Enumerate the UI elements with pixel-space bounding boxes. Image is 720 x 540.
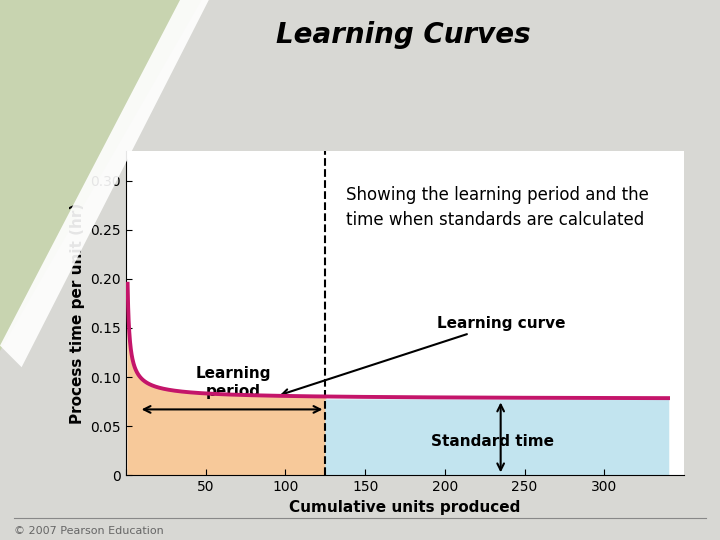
- Text: Standard time: Standard time: [431, 434, 554, 449]
- Text: Learning Curves: Learning Curves: [276, 21, 531, 49]
- Text: Learning curve: Learning curve: [282, 315, 565, 395]
- Text: Learning
period: Learning period: [196, 366, 271, 399]
- Text: Showing the learning period and the
time when standards are calculated: Showing the learning period and the time…: [346, 186, 649, 228]
- Text: © 2007 Pearson Education: © 2007 Pearson Education: [14, 525, 164, 536]
- Y-axis label: Process time per unit (hr): Process time per unit (hr): [70, 202, 85, 424]
- X-axis label: Cumulative units produced: Cumulative units produced: [289, 500, 521, 515]
